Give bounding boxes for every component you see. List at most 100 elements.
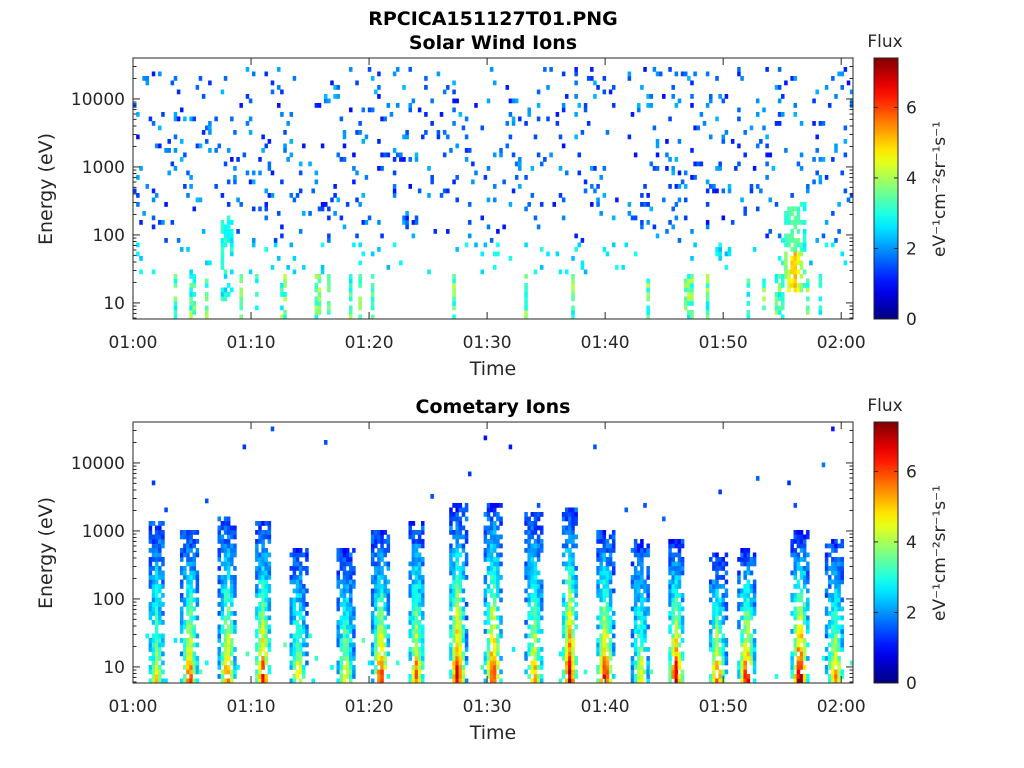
flux-cell xyxy=(414,570,419,576)
flux-cell xyxy=(489,624,494,630)
flux-cell xyxy=(539,615,544,621)
flux-cell xyxy=(637,624,641,630)
flux-cell xyxy=(380,633,384,639)
flux-cell xyxy=(796,534,801,540)
flux-cell xyxy=(220,534,225,540)
flux-cell xyxy=(493,669,497,675)
flux-cell xyxy=(837,597,841,603)
flux-cell xyxy=(533,656,538,661)
y-tick-label: 10000 xyxy=(71,454,125,474)
flux-cell xyxy=(158,125,162,131)
flux-cell xyxy=(417,678,422,683)
flux-cell xyxy=(740,651,744,657)
flux-cell xyxy=(721,566,726,571)
flux-cell xyxy=(749,642,754,648)
flux-cell xyxy=(223,669,228,675)
flux-cell xyxy=(374,638,378,643)
flux-cell xyxy=(611,103,616,108)
flux-cell xyxy=(737,588,741,594)
flux-cell xyxy=(718,638,722,643)
flux-cell xyxy=(743,678,747,683)
flux-cell xyxy=(411,530,416,535)
flux-cell xyxy=(815,89,819,95)
flux-cell xyxy=(267,588,272,594)
flux-cell xyxy=(154,597,159,603)
flux-cell xyxy=(258,638,262,643)
flux-cell xyxy=(530,647,535,652)
flux-cell xyxy=(596,669,600,675)
flux-cell xyxy=(646,202,650,207)
flux-cell xyxy=(749,660,754,666)
flux-cell xyxy=(777,233,782,239)
flux-cell xyxy=(746,570,751,576)
flux-cell xyxy=(151,665,156,670)
flux-cell xyxy=(737,161,741,167)
flux-cell xyxy=(292,575,297,580)
flux-cell xyxy=(183,656,187,661)
flux-cell xyxy=(533,575,538,580)
flux-cell xyxy=(264,530,269,535)
flux-cell xyxy=(154,660,159,666)
flux-cell xyxy=(683,170,688,176)
flux-cell xyxy=(781,278,785,284)
flux-cell xyxy=(189,283,193,288)
flux-cell xyxy=(718,674,722,679)
flux-cell xyxy=(611,647,616,652)
flux-cell xyxy=(414,611,419,616)
flux-cell xyxy=(467,148,472,153)
flux-cell xyxy=(796,215,801,221)
flux-cell xyxy=(339,215,344,221)
colorbar-title: Flux xyxy=(867,396,902,416)
flux-cell xyxy=(305,660,309,666)
flux-cell xyxy=(599,557,603,562)
flux-cell xyxy=(370,557,375,562)
flux-cell xyxy=(683,278,688,284)
flux-cell xyxy=(295,566,300,571)
flux-cell xyxy=(417,575,422,580)
flux-cell xyxy=(796,647,801,652)
flux-cell xyxy=(527,579,531,585)
flux-cell xyxy=(496,229,500,234)
flux-cell xyxy=(527,602,531,607)
flux-cell xyxy=(493,265,497,270)
flux-cell xyxy=(414,647,419,652)
flux-cell xyxy=(220,606,225,612)
flux-cell xyxy=(302,597,306,603)
flux-cell xyxy=(611,543,616,549)
flux-cell xyxy=(220,193,225,198)
flux-cell xyxy=(323,98,328,104)
flux-cell xyxy=(712,620,716,625)
flux-cell xyxy=(824,175,829,180)
flux-cell xyxy=(220,593,225,598)
flux-cell xyxy=(602,651,607,657)
flux-cell xyxy=(646,678,650,683)
flux-cell xyxy=(787,480,791,486)
flux-cell xyxy=(837,584,841,589)
flux-cell xyxy=(568,597,572,603)
flux-cell xyxy=(455,611,459,616)
flux-cell xyxy=(571,561,575,567)
flux-cell xyxy=(455,606,459,612)
flux-cell xyxy=(148,638,153,643)
flux-cell xyxy=(248,116,253,122)
flux-cell xyxy=(793,539,798,544)
flux-cell xyxy=(223,525,228,531)
flux-cell xyxy=(298,579,303,585)
flux-cell xyxy=(148,539,153,544)
flux-cell xyxy=(236,157,240,162)
flux-cell xyxy=(524,620,528,625)
flux-cell xyxy=(539,543,544,549)
flux-cell xyxy=(715,633,719,639)
flux-cell xyxy=(220,656,225,661)
flux-cell xyxy=(486,651,491,657)
flux-cell xyxy=(824,624,829,630)
flux-cell xyxy=(605,557,610,562)
flux-cell xyxy=(674,638,679,643)
flux-cell xyxy=(605,602,610,607)
flux-cell xyxy=(790,269,794,275)
colorbar-gradient xyxy=(873,421,899,684)
flux-cell xyxy=(471,161,475,167)
flux-cell xyxy=(461,629,466,634)
flux-cell xyxy=(176,238,181,243)
flux-cell xyxy=(633,606,638,612)
